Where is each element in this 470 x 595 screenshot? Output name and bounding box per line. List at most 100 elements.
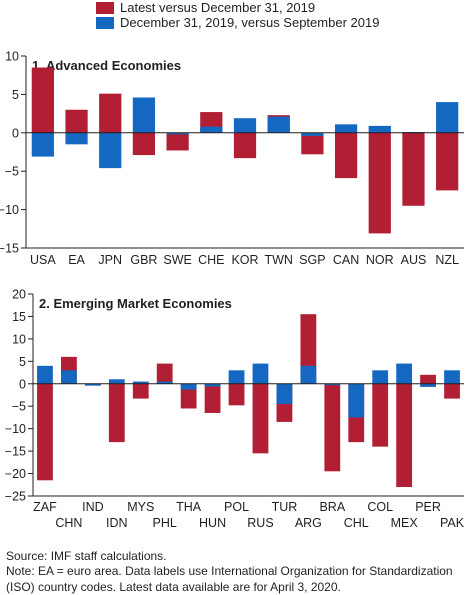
x-tick-label: COL: [367, 500, 393, 514]
bar-hun-q4: [204, 383, 221, 387]
y-tick-label: −15: [5, 445, 26, 459]
y-tick-label: 0: [12, 126, 19, 140]
y-tick-label: −15: [0, 242, 19, 256]
bar-ea-q4: [65, 132, 88, 145]
advanced-economies-chart: 1. Advanced Economies 10 5 0 −5 −10 −15 USA EA JP…: [0, 50, 464, 267]
legend-label-q4: December 31, 2019, versus September 2019: [120, 15, 380, 30]
bar-pak-latest: [444, 383, 460, 399]
bar-gbr-q4: [132, 97, 156, 133]
bar-mys-latest: [132, 383, 149, 399]
bar-nor-q4: [368, 125, 391, 133]
bar-zaf-q4: [37, 365, 53, 384]
x-tick-label: SGP: [299, 253, 325, 267]
bar-nor-latest: [368, 132, 391, 234]
bar-per-latest: [420, 374, 436, 384]
bar-tur-q4: [276, 383, 293, 404]
x-tick-label: CHE: [198, 253, 224, 267]
legend-swatch-latest: [96, 1, 114, 14]
bar-mex-q4: [396, 363, 413, 384]
x-tick-label: CHL: [344, 516, 369, 530]
bar-twn-q4: [267, 116, 290, 133]
x-tick-label: RUS: [247, 516, 273, 530]
bar-rus-latest: [252, 383, 269, 454]
note-line-1: Note: EA = euro area. Data labels use In…: [6, 564, 453, 579]
x-tick-label: MYS: [127, 500, 154, 514]
x-tick-label: NOR: [366, 253, 394, 267]
legend-item-q4: December 31, 2019, versus September 2019: [96, 15, 379, 30]
legend: Latest versus December 31, 2019 December…: [96, 0, 379, 30]
y-tick-label: 10: [5, 50, 19, 64]
bar-zaf-latest: [37, 383, 53, 481]
x-tick-label: BRA: [319, 500, 345, 514]
footer-notes: Source: IMF staff calculations. Note: EA…: [6, 549, 468, 595]
x-tick-label: EA: [68, 253, 85, 267]
bar-bra-latest: [324, 383, 341, 472]
bar-idn-q4: [108, 379, 125, 384]
bar-chn-q4: [61, 370, 77, 384]
bar-sgp-q4: [301, 132, 324, 136]
bar-pak-q4: [444, 370, 460, 384]
bar-jpn-q4: [99, 132, 122, 169]
bar-idn-latest: [108, 383, 125, 443]
bar-sgp-latest: [301, 132, 324, 155]
x-tick-label: CAN: [333, 253, 359, 267]
bar-usa-q4: [31, 132, 54, 157]
bar-bra-q4: [324, 383, 341, 386]
y-tick-label: 20: [12, 288, 26, 302]
x-tick-label: AUS: [401, 253, 427, 267]
bar-rus-q4: [252, 363, 269, 384]
y-tick-label: −25: [5, 490, 26, 504]
x-tick-label: NZL: [435, 253, 459, 267]
bar-hun-latest: [204, 383, 221, 413]
bar-ind-q4: [84, 383, 101, 386]
bar-pol-latest: [228, 383, 245, 406]
x-tick-label: SWE: [163, 253, 191, 267]
x-tick-label: PAK: [440, 516, 465, 530]
y-tick-label: −5: [5, 165, 19, 179]
bar-phl-latest: [156, 363, 173, 384]
x-tick-label: HUN: [199, 516, 226, 530]
bar-aus-latest: [402, 132, 425, 206]
x-tick-label: GBR: [130, 253, 157, 267]
bar-swe-q4: [166, 132, 189, 135]
x-tick-label: IDN: [106, 516, 128, 530]
legend-label-latest: Latest versus December 31, 2019: [120, 0, 316, 15]
bar-kor-q4: [233, 118, 257, 133]
y-tick-label: 10: [12, 332, 26, 346]
bar-chl-q4: [348, 383, 365, 418]
x-tick-label: MEX: [391, 516, 419, 530]
bar-pol-q4: [228, 370, 245, 384]
bar-ea-latest: [65, 109, 88, 133]
x-tick-label: PHL: [153, 516, 177, 530]
legend-swatch-q4: [96, 16, 114, 29]
x-tick-label: KOR: [231, 253, 258, 267]
legend-item-latest: Latest versus December 31, 2019: [96, 0, 379, 15]
panel-title: 1. Advanced Economies: [32, 58, 181, 73]
source-note: Source: IMF staff calculations.: [6, 549, 167, 563]
bar-can-q4: [334, 124, 358, 133]
x-tick-label: JPN: [98, 253, 122, 267]
x-tick-label: POL: [224, 500, 249, 514]
x-tick-label: THA: [176, 500, 202, 514]
x-tick-label: CHN: [55, 516, 82, 530]
bar-arg-q4: [300, 365, 317, 384]
x-tick-label: ZAF: [33, 500, 57, 514]
note-line-2: (ISO) country codes. Latest data availab…: [6, 579, 341, 594]
bar-usa-latest: [31, 67, 54, 133]
bar-per-q4: [420, 383, 436, 387]
x-tick-label: TUR: [272, 500, 298, 514]
bar-gbr-latest: [132, 132, 156, 156]
emerging-market-chart: 2. Emerging Market Economies 20 15 10 5 0 −5 −1…: [5, 288, 465, 531]
y-tick-label: 0: [19, 377, 26, 391]
y-tick-label: −5: [12, 400, 26, 414]
bar-can-latest: [334, 132, 358, 179]
x-tick-label: ARG: [295, 516, 322, 530]
x-tick-label: IND: [82, 500, 104, 514]
bar-mys-q4: [132, 381, 149, 384]
y-tick-label: 15: [12, 310, 26, 324]
y-tick-label: 5: [19, 355, 26, 369]
x-tick-label: TWN: [264, 253, 292, 267]
y-tick-label: −10: [5, 422, 26, 436]
bar-nzl-q4: [436, 102, 459, 133]
bar-tha-latest: [180, 383, 197, 409]
